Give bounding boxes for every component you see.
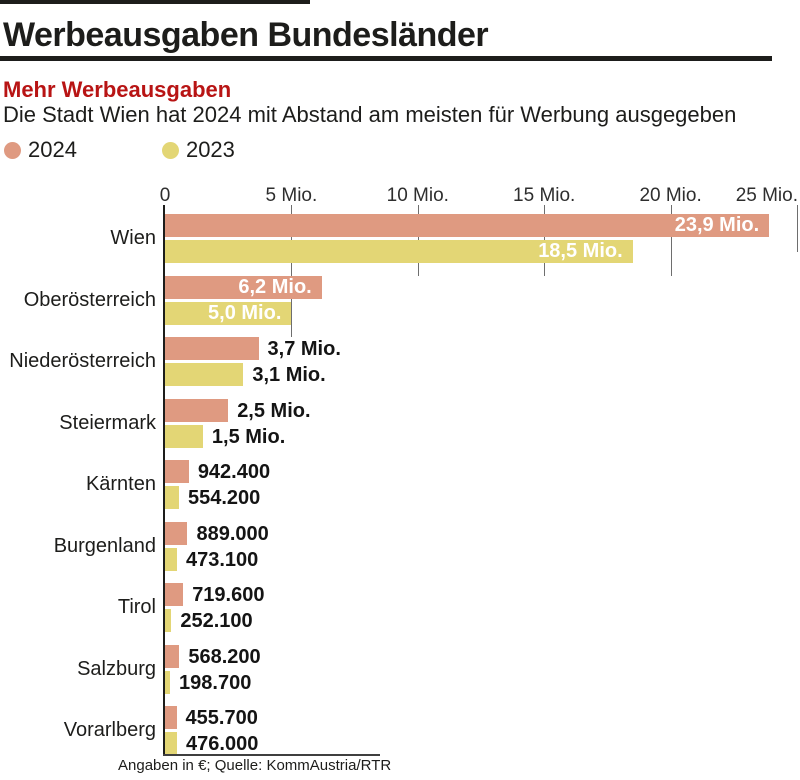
bar-2024: 568.200: [165, 644, 261, 668]
value-label-2024: 568.200: [188, 645, 261, 668]
bar-2023: 476.000: [165, 732, 258, 755]
bar-2024: 942.400: [165, 460, 270, 483]
x-axis-tick-label: 0: [159, 185, 171, 206]
value-label-2023: 252.100: [180, 610, 253, 632]
page-title: Werbeausgaben Bundesländer: [3, 16, 489, 54]
value-label-2024: 6,2 Mio.: [238, 275, 312, 298]
bar-2024: 23,9 Mio.: [165, 214, 770, 237]
gridline-tick: [291, 205, 292, 337]
chart-kicker: Mehr Werbeausgaben: [3, 77, 232, 102]
chart-subtitle: Die Stadt Wien hat 2024 mit Abstand am m…: [3, 102, 737, 127]
category-label: Kärnten: [85, 473, 156, 495]
value-label-2024: 23,9 Mio.: [674, 214, 760, 236]
legend-item-2024: 2024: [4, 137, 77, 163]
value-label-2023: 5,0 Mio.: [208, 301, 282, 324]
value-label-2023: 1,5 Mio.: [211, 425, 286, 448]
category-label: Niederösterreich: [9, 350, 156, 372]
value-label-2023: 473.100: [185, 548, 259, 571]
x-axis-tick-label: 15 Mio.: [513, 185, 576, 206]
category-label: Wien: [110, 227, 156, 249]
category-label: Burgenland: [53, 534, 156, 557]
source-note: Angaben in €; Quelle: KommAustria/RTR: [118, 757, 392, 774]
value-label-2024: 3,7 Mio.: [267, 338, 341, 360]
category-label: Oberösterreich: [23, 288, 156, 311]
category-label: Salzburg: [77, 657, 156, 680]
bar-2023: 473.100: [165, 547, 258, 571]
legend-label-2023: 2023: [185, 137, 235, 162]
bar-2024: 719.600: [165, 583, 264, 606]
bar-2024: 3,7 Mio.: [165, 337, 341, 360]
legend-item-2023: 2023: [161, 137, 235, 163]
value-label-2023: 476.000: [186, 733, 259, 755]
legend-dot-2024-icon: [4, 141, 21, 159]
bar-2023: 1,5 Mio.: [165, 424, 285, 448]
value-label-2024: 942.400: [197, 461, 271, 483]
x-axis-tick-label: 10 Mio.: [386, 185, 449, 206]
category-label: Vorarlberg: [63, 719, 156, 741]
bar-2023: 554.200: [165, 486, 260, 509]
bar-2023: 5,0 Mio.: [165, 301, 292, 325]
bar-2023: 252.100: [165, 609, 253, 632]
bar-2023: 18,5 Mio.: [165, 240, 633, 263]
legend-dot-2023-icon: [161, 141, 179, 159]
value-label-2024: 889.000: [196, 522, 269, 545]
category-label: Steiermark: [59, 411, 156, 434]
value-label-2023: 198.700: [179, 671, 252, 694]
bar-2024: 889.000: [165, 521, 269, 545]
bar-2023: 3,1 Mio.: [165, 363, 326, 386]
value-label-2024: 455.700: [185, 707, 258, 729]
bar-2024: 455.700: [165, 706, 258, 729]
category-label: Tirol: [117, 596, 156, 618]
value-label-2024: 2,5 Mio.: [237, 399, 311, 422]
bar-2024: 2,5 Mio.: [165, 398, 311, 422]
legend-label-2024: 2024: [28, 137, 77, 162]
value-label-2023: 554.200: [188, 487, 261, 509]
title-divider: [0, 56, 772, 61]
x-axis-tick-label: 25 Mio.: [735, 185, 798, 206]
x-axis-line: [163, 754, 380, 756]
bar-2024: 6,2 Mio.: [165, 275, 322, 299]
value-label-2023: 18,5 Mio.: [538, 240, 623, 262]
legend: 2024 2023: [4, 137, 235, 163]
value-label-2024: 719.600: [192, 584, 265, 606]
top-accent-bar: [0, 0, 310, 4]
y-axis-line: [163, 205, 165, 756]
gridline-tick: [671, 205, 672, 276]
bar-2023: 198.700: [165, 670, 251, 694]
gridline-tick: [797, 205, 798, 252]
x-axis-tick-label: 20 Mio.: [639, 185, 702, 206]
x-axis-tick-label: 5 Mio.: [265, 185, 318, 206]
value-label-2023: 3,1 Mio.: [252, 364, 326, 386]
